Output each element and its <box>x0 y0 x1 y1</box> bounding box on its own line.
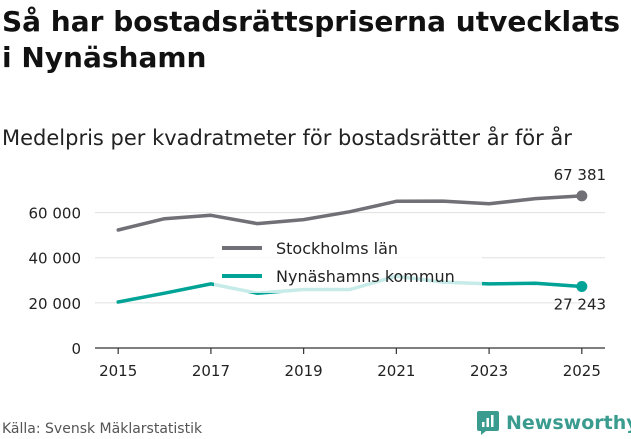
x-tick-label: 2017 <box>192 362 230 380</box>
y-tick-label: 60 000 <box>29 205 82 223</box>
end-point-nynashamns-kommun <box>576 281 588 293</box>
legend-label-nynashamns-kommun: Nynäshamns kommun <box>276 267 455 286</box>
x-tick-label: 2021 <box>377 362 415 380</box>
chart-subtitle: Medelpris per kvadratmeter för bostadsrä… <box>2 126 572 150</box>
x-tick-label: 2023 <box>470 362 508 380</box>
legend: Stockholms län Nynäshamns kommun <box>214 233 482 293</box>
end-value-label-nynashamns-kommun: 27 243 <box>554 296 607 314</box>
line-chart: 0 20 000 40 000 60 000 2015 2017 2019 2021 2023 2… <box>29 166 607 380</box>
y-tick-label: 0 <box>71 340 81 358</box>
end-point-stockholms-lan <box>576 190 588 202</box>
brand-logo: Newsworthy <box>476 408 631 438</box>
source-note: Källa: Svensk Mäklarstatistik <box>2 421 203 437</box>
brand-name: Newsworthy <box>506 412 631 434</box>
series-line-stockholms-lan <box>116 194 584 232</box>
newsworthy-logo-icon <box>477 411 499 435</box>
x-tick-label: 2019 <box>285 362 323 380</box>
x-tick-label: 2015 <box>99 362 137 380</box>
y-tick-label: 40 000 <box>29 250 82 268</box>
end-value-label-stockholms-lan: 67 381 <box>554 166 607 184</box>
y-tick-label: 20 000 <box>29 295 82 313</box>
chart-title: Så har bostadsrättspriserna utvecklats i… <box>2 5 621 74</box>
legend-label-stockholms-lan: Stockholms län <box>276 239 398 258</box>
legend-background <box>214 233 482 293</box>
x-tick-label: 2025 <box>563 362 601 380</box>
